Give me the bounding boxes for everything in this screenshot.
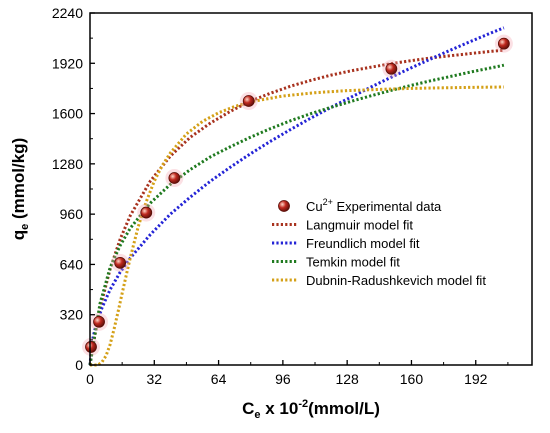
legend-exp-tail: Experimental data — [333, 199, 442, 214]
y-tick-label: 0 — [75, 357, 83, 373]
model-fit-curves — [88, 26, 505, 367]
axes: 0 32 64 96 128 160 192032064096012801600192022… — [52, 5, 509, 387]
y-axis-title-main: q — [9, 230, 28, 240]
x-tick-label: 64 — [211, 371, 227, 387]
data-point — [242, 95, 255, 107]
y-tick-label: 640 — [60, 256, 84, 272]
x-axis-title-main: C — [242, 399, 254, 418]
y-axis-title-sub: e — [19, 224, 31, 230]
y-tick-label: 1600 — [52, 106, 83, 122]
y-axis-title-tail: (mmol/kg) — [9, 138, 28, 224]
fit-curve-dubinin-radushkevich — [90, 85, 504, 367]
x-axis-title-mid: x 10 — [261, 399, 299, 418]
x-tick-label: 128 — [335, 371, 359, 387]
x-axis-title-tail: (mmol/L) — [308, 399, 380, 418]
legend-label-freundlich: Freundlich model fit — [306, 236, 420, 251]
y-axis-title: qe (mmol/kg) — [9, 138, 31, 240]
x-tick-label: 96 — [275, 371, 291, 387]
x-tick-label: 32 — [147, 371, 163, 387]
y-tick-label: 960 — [60, 206, 84, 222]
legend-label-temkin: Temkin model fit — [306, 255, 400, 270]
legend-exp-sup: 2+ — [323, 197, 333, 207]
data-point — [114, 256, 127, 269]
x-axis-title-sub: e — [254, 409, 260, 421]
legend-marker-experimental — [278, 200, 290, 212]
y-tick-label: 1280 — [52, 156, 83, 172]
legend-label-langmuir: Langmuir model fit — [306, 218, 413, 233]
plot-frame — [89, 12, 533, 366]
data-point — [85, 341, 97, 353]
data-point — [140, 206, 153, 219]
fit-curve-freundlich — [88, 26, 505, 366]
x-axis-title: Ce x 10-2(mmol/L) — [242, 398, 380, 421]
data-point — [497, 37, 510, 50]
x-tick-label: 160 — [400, 371, 424, 387]
legend-exp-main: Cu — [306, 199, 323, 214]
data-point — [168, 172, 181, 184]
legend-label-experimental: Cu2+ Experimental data — [306, 197, 442, 214]
y-tick-label: 2240 — [52, 5, 83, 21]
legend: Cu2+ Experimental data Langmuir model fi… — [272, 197, 486, 288]
y-tick-label: 320 — [60, 307, 84, 323]
x-tick-label: 192 — [464, 371, 488, 387]
x-axis-title-sup: -2 — [298, 398, 308, 410]
fit-curve-temkin — [88, 63, 505, 366]
data-point — [93, 315, 105, 328]
x-tick-label: 0 — [86, 371, 94, 387]
legend-label-dubinin-radushkevich: Dubnin-Radushkevich model fit — [306, 273, 486, 288]
data-point — [385, 62, 398, 75]
y-tick-label: 1920 — [52, 55, 83, 71]
experimental-points — [82, 34, 513, 356]
